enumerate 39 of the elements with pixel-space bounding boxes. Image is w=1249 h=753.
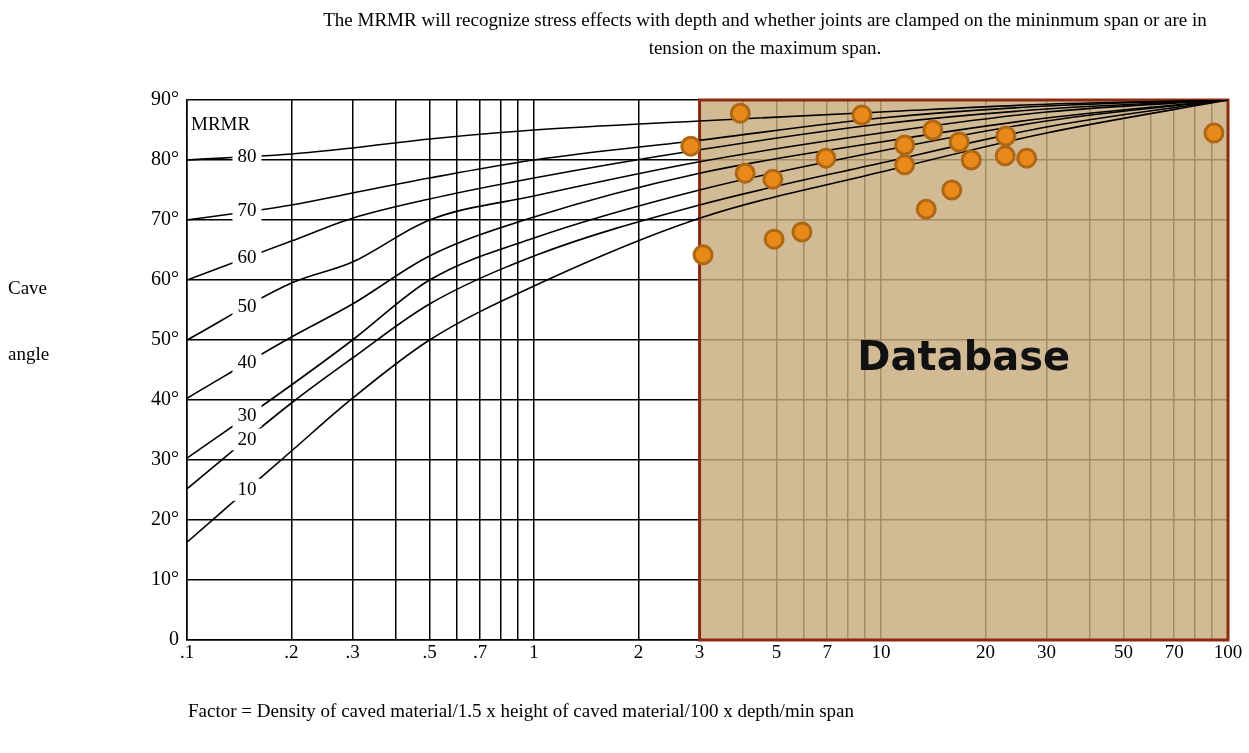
x-tick-label: 100 — [1213, 641, 1243, 663]
series-label: 40 — [237, 351, 257, 373]
y-tick-label: 10° — [151, 567, 179, 590]
y-tick-label: 70° — [151, 207, 179, 230]
x-tick-label: 20 — [975, 641, 995, 663]
band-label: Database — [857, 332, 1071, 379]
x-tick-label: 2 — [633, 641, 644, 663]
text: Cave angle — [8, 277, 50, 364]
y-tick-label: 30° — [151, 447, 179, 470]
annotation: MRMR — [191, 112, 251, 134]
x-tick-label: .1 — [179, 641, 195, 663]
x-tick-label: .7 — [473, 641, 488, 663]
series-label: 30 — [237, 404, 257, 426]
y-tick-label: 80° — [151, 147, 179, 170]
y-tick-label: 50° — [151, 327, 179, 350]
series-label: 80 — [237, 144, 257, 166]
x-tick-label: 5 — [771, 641, 782, 663]
x-tick-label: .2 — [284, 641, 299, 663]
x-tick-label: .3 — [345, 641, 360, 663]
y-tick-label: 0 — [169, 627, 179, 650]
y-tick-label: 40° — [151, 387, 179, 410]
series-label: 20 — [237, 427, 257, 449]
x-tick-label: 30 — [1037, 641, 1057, 663]
x-axis-title: Factor = Density of caved material/1.5 x height of caved material/100 x depth/min span — [188, 700, 855, 722]
x-tick-label: 3 — [694, 641, 705, 663]
y-tick-label: 60° — [151, 267, 179, 290]
y-tick-label: 90° — [151, 87, 179, 110]
series-label: 10 — [237, 477, 257, 499]
series-label: 50 — [237, 295, 257, 317]
x-tick-label: 70 — [1164, 641, 1184, 663]
x-tick-label: 50 — [1114, 641, 1134, 663]
x-tick-label: 7 — [822, 641, 832, 663]
chart-title: The MRMR will recognize stress effects with depth and whether joints are clamped on the mininmum span or are in tension on the maximum span. — [322, 8, 1208, 60]
y-tick-label: 20° — [151, 507, 179, 530]
series-label: 60 — [237, 245, 257, 267]
x-tick-label: 10 — [871, 641, 891, 663]
series-label: 70 — [237, 199, 257, 221]
x-tick-label: .5 — [422, 641, 437, 663]
x-tick-label: 1 — [529, 641, 539, 663]
